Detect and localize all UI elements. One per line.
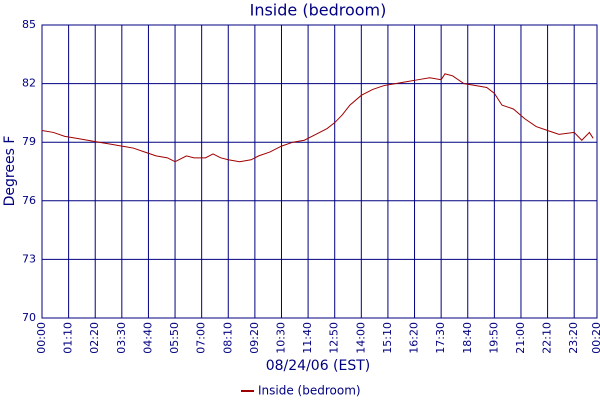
x-tick-label: 05:50 (168, 322, 181, 354)
y-tick-label: 70 (22, 311, 36, 324)
x-tick-label: 04:40 (141, 322, 154, 354)
y-tick-label: 73 (22, 252, 36, 265)
y-tick-label: 85 (22, 18, 36, 31)
x-tick-label: 23:20 (567, 322, 580, 354)
x-tick-label: 00:20 (590, 322, 600, 354)
x-tick-label: 03:30 (115, 322, 128, 354)
y-tick-label: 79 (22, 135, 36, 148)
plot-area (41, 24, 598, 319)
x-tick-label: 12:50 (328, 322, 341, 354)
x-tick-label: 14:00 (354, 322, 367, 354)
chart-title: Inside (bedroom) (250, 1, 387, 20)
y-tick-label: 76 (22, 194, 36, 207)
x-tick-label: 21:00 (514, 322, 527, 354)
x-tick-label: 02:20 (88, 322, 101, 354)
y-axis-label: Degrees F (2, 136, 18, 207)
x-tick-label: 10:30 (274, 322, 287, 354)
x-axis-label: 08/24/06 (EST) (266, 358, 371, 374)
data-line (41, 73, 594, 163)
x-tick-label: 11:40 (301, 322, 314, 354)
legend-label: Inside (bedroom) (258, 384, 361, 398)
x-tick-label: 01:10 (62, 322, 75, 354)
x-tick-label: 18:40 (461, 322, 474, 354)
x-tick-label: 22:10 (541, 322, 554, 354)
x-tick-label: 09:20 (248, 322, 261, 354)
x-tick-label: 15:10 (381, 322, 394, 354)
x-tick-label: 08:10 (221, 322, 234, 354)
x-tick-label: 00:00 (35, 322, 48, 354)
x-tick-label: 16:20 (408, 322, 421, 354)
x-tick-label: 19:50 (487, 322, 500, 354)
y-tick-label: 82 (22, 77, 36, 90)
x-tick-label: 17:30 (434, 322, 447, 354)
x-tick-label: 07:00 (195, 322, 208, 354)
